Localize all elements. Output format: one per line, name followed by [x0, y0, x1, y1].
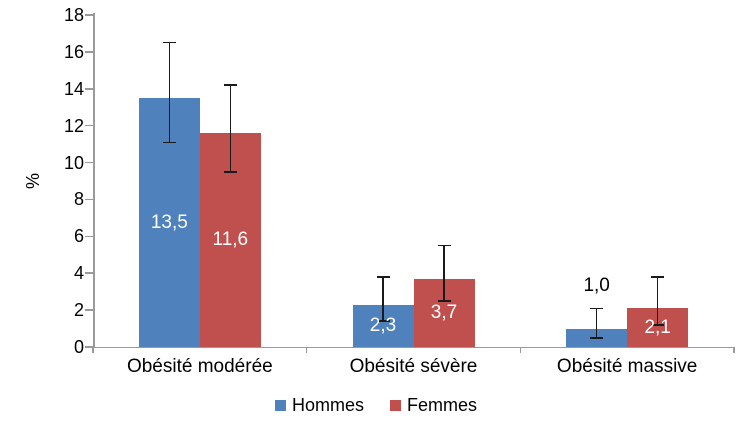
y-tick-mark: [85, 161, 93, 164]
y-tick-mark: [85, 51, 93, 53]
error-bar-femmes-1: [443, 245, 445, 301]
error-bar-cap: [223, 171, 237, 173]
error-bar-cap: [590, 307, 604, 310]
legend-item-femmes: Femmes: [390, 395, 477, 415]
category-label: Obésité modérée: [126, 356, 273, 377]
error-bar-cap: [223, 84, 237, 86]
y-axis-line: [93, 13, 95, 347]
value-label-hommes-2: 1,0: [583, 275, 610, 297]
x-tick-mark: [733, 347, 735, 353]
x-tick-mark: [305, 347, 308, 353]
value-label-hommes-1: 2,3: [369, 314, 397, 336]
error-bar-hommes-2: [595, 308, 598, 338]
value-label-femmes-1: 3,7: [430, 301, 458, 323]
y-tick-mark: [85, 272, 93, 274]
x-axis-line: [93, 346, 734, 348]
y-tick-label: 0: [73, 337, 84, 357]
error-bar-cap: [376, 320, 390, 322]
error-bar-cap: [437, 244, 451, 247]
error-bar-hommes-0: [168, 42, 171, 143]
y-tick-mark: [85, 14, 93, 16]
y-tick-label: 16: [63, 41, 84, 62]
y-tick-label: 2: [73, 300, 84, 321]
y-tick-label: 4: [73, 263, 84, 284]
error-bar-cap: [162, 141, 176, 144]
value-label-femmes-2: 2,1: [644, 316, 671, 338]
error-bar-cap: [651, 276, 665, 278]
error-bar-cap: [376, 276, 390, 278]
x-tick-mark: [519, 347, 522, 353]
y-tick-mark: [85, 309, 93, 311]
category-label: Obésité sévère: [349, 356, 478, 377]
error-bar-cap: [590, 337, 604, 339]
y-tick-label: 10: [63, 152, 84, 173]
legend: Hommes Femmes: [0, 395, 752, 415]
y-tick-mark: [85, 124, 93, 127]
y-tick-mark: [85, 346, 93, 348]
y-tick-label: 12: [63, 115, 84, 136]
x-tick-mark: [92, 347, 94, 353]
error-bar-femmes-2: [656, 276, 659, 325]
legend-item-hommes: Hommes: [274, 395, 364, 415]
legend-label-hommes: Hommes: [291, 395, 364, 415]
error-bar-cap: [437, 300, 451, 302]
legend-swatch-hommes: [274, 399, 286, 411]
error-bar-femmes-0: [229, 85, 232, 172]
y-tick-label: 8: [73, 189, 84, 210]
y-tick-mark: [85, 235, 93, 238]
y-tick-mark: [85, 88, 93, 90]
y-tick-label: 6: [73, 226, 84, 247]
error-bar-cap: [162, 41, 176, 44]
y-tick-mark: [85, 198, 93, 201]
legend-label-femmes: Femmes: [407, 395, 478, 415]
error-bar-hommes-1: [382, 276, 384, 322]
error-bar-cap: [651, 324, 665, 326]
value-label-hommes-0: 13,5: [150, 211, 188, 233]
legend-swatch-femmes: [390, 399, 401, 411]
y-tick-label: 14: [63, 78, 84, 99]
value-label-femmes-0: 11,6: [212, 229, 249, 251]
category-label: Obésité massive: [556, 356, 698, 377]
y-tick-label: 18: [63, 5, 84, 25]
